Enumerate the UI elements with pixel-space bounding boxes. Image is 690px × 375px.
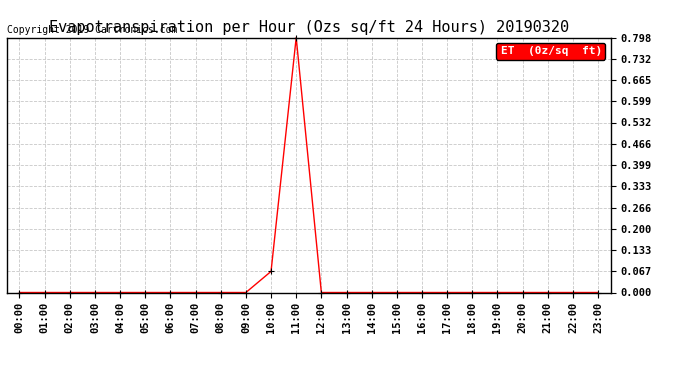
Text: Copyright 2019 Cartronics.com: Copyright 2019 Cartronics.com [7,25,177,35]
Legend: ET  (0z/sq  ft): ET (0z/sq ft) [496,43,605,60]
Title: Evapotranspiration per Hour (Ozs sq/ft 24 Hours) 20190320: Evapotranspiration per Hour (Ozs sq/ft 2… [49,20,569,35]
